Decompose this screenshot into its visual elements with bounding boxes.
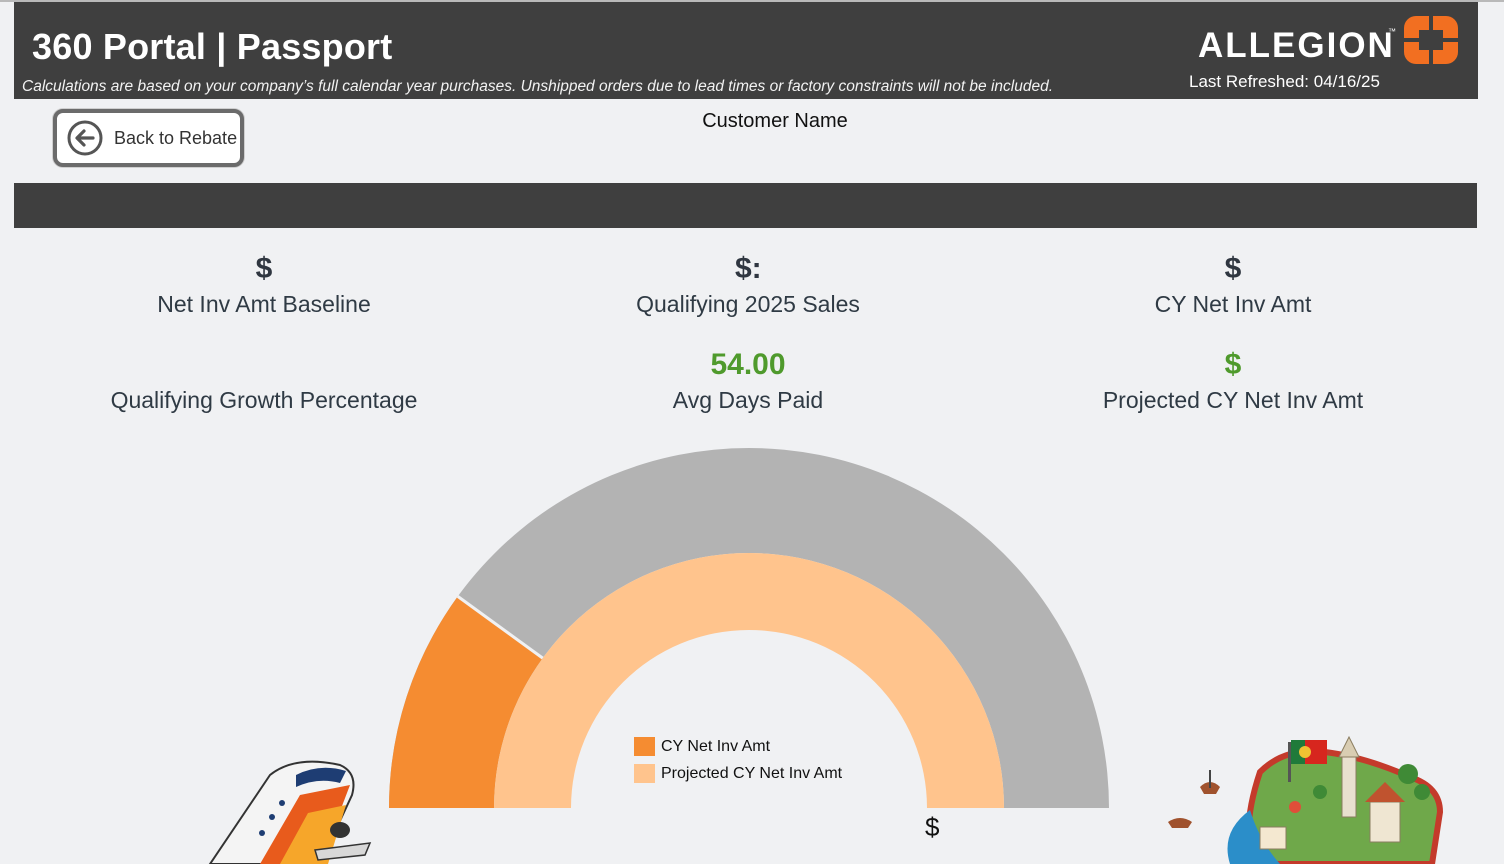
gauge-legend: CY Net Inv Amt Projected CY Net Inv Amt: [634, 733, 842, 787]
kpi-label: Qualifying Growth Percentage: [110, 387, 418, 413]
kpi-label: Projected CY Net Inv Amt: [1102, 387, 1364, 413]
gauge-value-label: $:: [925, 812, 941, 842]
legend-item-projected-cy: Projected CY Net Inv Amt: [634, 760, 842, 787]
kpi-value: $: [1224, 252, 1242, 285]
allegion-logo: ALLEGION ™: [1198, 14, 1464, 68]
legend-label: CY Net Inv Amt: [661, 737, 771, 755]
portugal-map-illustration: [1168, 735, 1444, 864]
gauge-outer-track: [389, 448, 1109, 808]
legend-swatch: [634, 737, 655, 756]
calculation-disclaimer: Calculations are based on your company’s…: [22, 78, 1054, 95]
customer-name: Customer Name: [702, 110, 848, 132]
portal-header: 360 Portal | Passport Calculations are b…: [14, 2, 1478, 99]
airplane-illustration: [208, 760, 372, 864]
legend-swatch: [634, 764, 655, 783]
kpi-label: CY Net Inv Amt: [1154, 291, 1312, 317]
kpi-label: Qualifying 2025 Sales: [636, 291, 860, 317]
window-top-border: [0, 0, 1504, 2]
brand-name: ALLEGION: [1198, 26, 1395, 65]
gauge-divider: [456, 595, 544, 660]
gauge-inner-fill: [494, 553, 1004, 808]
kpi-label: Avg Days Paid: [672, 387, 824, 413]
page-title: 360 Portal | Passport: [32, 26, 393, 67]
kpi-value: 54.00: [710, 348, 786, 381]
legend-item-cy-net-inv: CY Net Inv Amt: [634, 733, 842, 760]
kpi-value: $: [1224, 348, 1242, 381]
brand-trademark: ™: [1388, 27, 1396, 36]
rebate-gauge-chart: [389, 448, 1109, 808]
gauge-outer-fill: [389, 596, 543, 808]
kpi-growth-percentage: Qualifying Growth Percentage: [54, 348, 474, 414]
kpi-value: $: [255, 252, 273, 285]
allegion-mark-icon: [1404, 16, 1458, 64]
back-button-label: Back to Rebate: [114, 127, 238, 148]
kpi-avg-days-paid: 54.00 Avg Days Paid: [538, 348, 958, 414]
section-banner: [14, 183, 1477, 228]
kpi-label: Net Inv Amt Baseline: [157, 291, 371, 317]
back-to-rebate-button[interactable]: Back to Rebate: [53, 109, 244, 167]
kpi-cy-net-inv: $ CY Net Inv Amt: [1023, 252, 1443, 318]
legend-label: Projected CY Net Inv Amt: [661, 764, 843, 782]
arrow-left-circle-icon: [67, 120, 103, 156]
kpi-projected-cy: $ Projected CY Net Inv Amt: [1023, 348, 1443, 414]
kpi-net-inv-baseline: $ Net Inv Amt Baseline: [54, 252, 474, 318]
last-refreshed-date: Last Refreshed: 04/16/25: [1189, 72, 1380, 91]
kpi-value: $:: [735, 252, 761, 285]
kpi-qualifying-sales: $: Qualifying 2025 Sales: [538, 252, 958, 318]
